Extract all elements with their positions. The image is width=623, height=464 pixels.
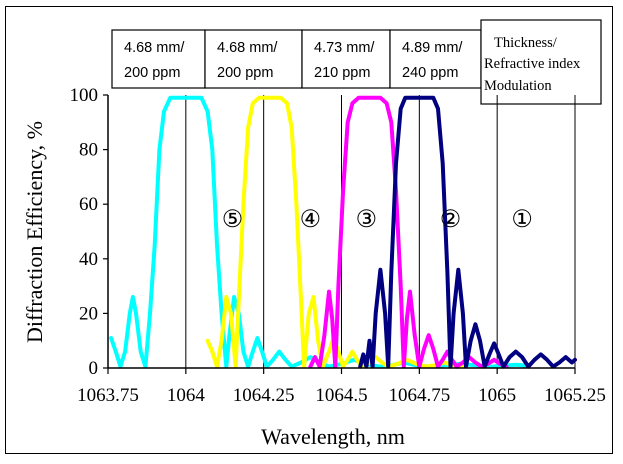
parameter-box-1: [111, 29, 206, 89]
column-label-5: ①: [511, 206, 533, 233]
y-tick-label-100: 100: [70, 85, 99, 106]
y-axis-label: Diffraction Efficiency, %: [22, 121, 47, 343]
parameter-box-2-thickness: 4.68 mm/: [217, 40, 278, 56]
series-line-1: [109, 95, 531, 369]
series-line-2: [205, 95, 465, 369]
column-label-1: ⑤: [222, 206, 244, 233]
series-group: [109, 95, 577, 369]
parameter-box-2: [204, 29, 303, 89]
x-tick-label-1063.75: 1063.75: [77, 385, 139, 406]
y-tick-label-40: 40: [79, 249, 98, 270]
column-label-2: ④: [300, 206, 322, 233]
parameter-boxes: 4.68 mm/200 ppm 4.68 mm/200 ppm 4.73 mm/21…: [111, 29, 482, 89]
parameter-box-2-modulation: 200 ppm: [217, 65, 273, 81]
y-tick-label-0: 0: [89, 358, 99, 379]
parameter-box-1-modulation: 200 ppm: [124, 65, 180, 81]
parameter-box-4: [389, 29, 482, 89]
y-tick-label-60: 60: [79, 194, 98, 215]
parameter-box-4-modulation: 240 ppm: [402, 65, 458, 81]
legend-note-line-2: Refractive index: [484, 56, 581, 72]
column-label-3: ③: [356, 206, 378, 233]
parameter-box-4-thickness: 4.89 mm/: [402, 40, 463, 56]
column-label-4: ②: [440, 206, 462, 233]
column-labels: ⑤ ④ ③ ② ①: [222, 206, 533, 233]
x-tick-label-1065: 1065: [478, 385, 516, 406]
legend-note-line-1: Thickness/: [494, 35, 558, 51]
x-tick-label-1064.5: 1064.5: [315, 385, 367, 406]
parameter-box-3-thickness: 4.73 mm/: [314, 40, 375, 56]
legend-note-line-3: Modulation: [484, 78, 552, 94]
y-tick-label-80: 80: [79, 140, 98, 161]
series-line-4: [358, 95, 577, 369]
legend-note-box: Thickness/ Refractive index Modulation: [480, 19, 602, 105]
x-tick-label-1064.75: 1064.75: [388, 385, 450, 406]
x-tick-label-1065.25: 1065.25: [544, 385, 606, 406]
x-axis-label: Wavelength, nm: [261, 424, 405, 449]
legend-note-frame: [480, 19, 602, 105]
parameter-box-3-modulation: 210 ppm: [314, 65, 370, 81]
x-tick-label-1064: 1064: [167, 385, 206, 406]
y-tick-label-20: 20: [79, 303, 98, 324]
tick-labels: 0 20 40 60 80 100 1063.75 1064 1064.25 1064.5 1064…: [70, 85, 606, 406]
x-tick-label-1064.25: 1064.25: [233, 385, 295, 406]
parameter-box-1-thickness: 4.68 mm/: [124, 40, 185, 56]
